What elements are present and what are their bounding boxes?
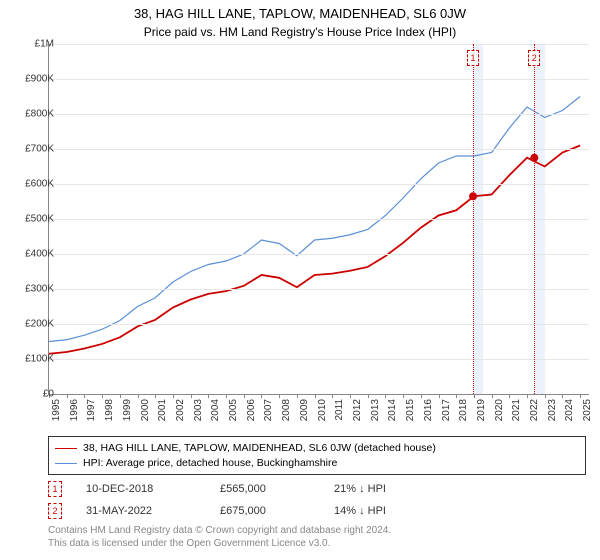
y-axis-tick: £0: [12, 389, 54, 400]
transaction-row: 2 31-MAY-2022 £675,000 14% ↓ HPI: [48, 500, 586, 522]
y-axis-tick: £600K: [12, 179, 54, 190]
transaction-date: 31-MAY-2022: [86, 505, 196, 517]
legend-label: HPI: Average price, detached house, Buck…: [83, 456, 337, 471]
legend-swatch: [55, 448, 77, 449]
x-axis-tick: 2021: [511, 399, 522, 421]
x-axis-tick: 2007: [263, 399, 274, 421]
transaction-delta: 21% ↓ HPI: [334, 483, 434, 495]
event-marker: 2: [528, 50, 540, 66]
y-axis-tick: £100K: [12, 354, 54, 365]
y-axis-tick: £1M: [12, 39, 54, 50]
x-axis-tick: 1995: [51, 399, 62, 421]
x-axis-tick: 2018: [458, 399, 469, 421]
x-axis-tick: 2019: [476, 399, 487, 421]
x-axis-tick: 1997: [86, 399, 97, 421]
legend-label: 38, HAG HILL LANE, TAPLOW, MAIDENHEAD, S…: [83, 441, 436, 456]
x-axis-tick: 2013: [370, 399, 381, 421]
x-axis-tick: 2009: [299, 399, 310, 421]
y-axis-tick: £800K: [12, 109, 54, 120]
x-axis-tick: 2001: [157, 399, 168, 421]
y-axis-tick: £500K: [12, 214, 54, 225]
legend-box: 38, HAG HILL LANE, TAPLOW, MAIDENHEAD, S…: [48, 436, 586, 475]
x-axis-tick: 1998: [104, 399, 115, 421]
x-axis-tick: 2023: [547, 399, 558, 421]
x-axis-tick: 1999: [122, 399, 133, 421]
x-axis-tick: 2016: [423, 399, 434, 421]
chart-title-address: 38, HAG HILL LANE, TAPLOW, MAIDENHEAD, S…: [0, 6, 600, 23]
x-axis-tick: 2017: [441, 399, 452, 421]
transaction-marker: 1: [48, 481, 62, 497]
x-axis-tick: 2008: [281, 399, 292, 421]
x-axis-tick: 2014: [387, 399, 398, 421]
transaction-delta: 14% ↓ HPI: [334, 505, 434, 517]
transaction-row: 1 10-DEC-2018 £565,000 21% ↓ HPI: [48, 478, 586, 500]
x-axis-tick: 2003: [193, 399, 204, 421]
chart-area: 12 1995199619971998199920002001200220032…: [48, 44, 588, 394]
plot-region: 12: [48, 44, 589, 395]
x-axis-tick: 2004: [210, 399, 221, 421]
transaction-price: £565,000: [220, 483, 310, 495]
x-axis-tick: 2000: [140, 399, 151, 421]
chart-subtitle: Price paid vs. HM Land Registry's House …: [0, 25, 600, 41]
x-axis-tick: 2024: [564, 399, 575, 421]
y-axis-tick: £400K: [12, 249, 54, 260]
x-axis-tick: 2010: [317, 399, 328, 421]
transaction-date: 10-DEC-2018: [86, 483, 196, 495]
legend-swatch: [55, 463, 77, 464]
x-axis-tick: 2006: [246, 399, 257, 421]
x-axis-tick: 2020: [494, 399, 505, 421]
y-axis-tick: £200K: [12, 319, 54, 330]
footer-line1: Contains HM Land Registry data © Crown c…: [48, 524, 391, 537]
series-property: [49, 146, 580, 354]
legend-item: 38, HAG HILL LANE, TAPLOW, MAIDENHEAD, S…: [55, 441, 579, 456]
chart-title-block: 38, HAG HILL LANE, TAPLOW, MAIDENHEAD, S…: [0, 0, 600, 40]
transaction-table: 1 10-DEC-2018 £565,000 21% ↓ HPI 2 31-MAY-202…: [48, 478, 586, 522]
transaction-marker: 2: [48, 503, 62, 519]
x-axis-tick: 2025: [582, 399, 593, 421]
attribution-footer: Contains HM Land Registry data © Crown c…: [48, 524, 391, 550]
transaction-price: £675,000: [220, 505, 310, 517]
y-axis-tick: £300K: [12, 284, 54, 295]
x-axis-tick: 2005: [228, 399, 239, 421]
x-axis-tick: 2011: [334, 399, 345, 421]
legend-item: HPI: Average price, detached house, Buck…: [55, 456, 579, 471]
x-axis-tick: 1996: [69, 399, 80, 421]
y-axis-tick: £900K: [12, 74, 54, 85]
x-axis-tick: 2022: [529, 399, 540, 421]
event-marker: 1: [467, 50, 479, 66]
footer-line2: This data is licensed under the Open Gov…: [48, 537, 391, 550]
x-axis-tick: 2012: [352, 399, 363, 421]
x-axis-tick: 2015: [405, 399, 416, 421]
x-axis-tick: 2002: [175, 399, 186, 421]
y-axis-tick: £700K: [12, 144, 54, 155]
